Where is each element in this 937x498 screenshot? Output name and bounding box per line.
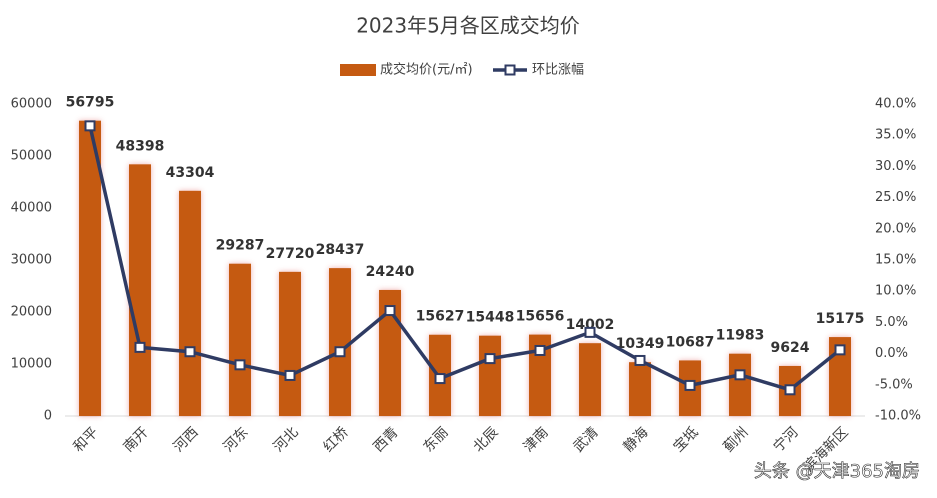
bar xyxy=(179,190,201,416)
y2-tick-label: 0.0% xyxy=(875,346,908,361)
data-label: 11983 xyxy=(716,328,765,344)
y2-tick-label: -5.0% xyxy=(875,377,913,392)
data-label: 15175 xyxy=(816,311,865,327)
legend-swatch xyxy=(340,64,376,76)
data-label: 15448 xyxy=(466,310,515,326)
y-tick-label: 30000 xyxy=(11,253,52,268)
data-label: 56795 xyxy=(66,95,115,111)
line-marker xyxy=(784,384,796,396)
line xyxy=(88,125,842,392)
y-tick-label: 50000 xyxy=(11,149,52,164)
legend-label: 环比涨幅 xyxy=(532,63,584,78)
watermark: 头条 @天津365淘房 xyxy=(754,461,920,482)
y-tick-label: 40000 xyxy=(11,201,52,216)
y2-tick-label: 10.0% xyxy=(875,284,916,299)
data-label: 27720 xyxy=(266,246,315,262)
y-tick-label: 10000 xyxy=(11,357,52,372)
bar xyxy=(829,337,851,416)
data-label: 29287 xyxy=(216,238,265,254)
bar xyxy=(629,362,651,416)
bar xyxy=(479,335,501,416)
y2-tick-label: 20.0% xyxy=(875,221,916,236)
data-label: 28437 xyxy=(316,242,365,258)
y-tick-label: 60000 xyxy=(11,97,52,112)
line-marker xyxy=(484,353,496,365)
line-marker xyxy=(634,354,646,366)
y-tick-label: 0 xyxy=(44,409,52,424)
chart-title: 2023年5月各区成交均价 xyxy=(356,14,580,38)
data-label: 15656 xyxy=(516,309,565,325)
data-label: 9624 xyxy=(771,340,810,356)
line-marker xyxy=(534,344,546,356)
line-marker xyxy=(184,346,196,358)
y2-tick-label: 35.0% xyxy=(875,128,916,143)
data-label: 48398 xyxy=(116,138,165,154)
bar xyxy=(129,164,151,416)
bar xyxy=(79,120,101,416)
bar xyxy=(579,343,601,416)
y2-tick-label: 30.0% xyxy=(875,159,916,174)
line-marker xyxy=(584,326,596,338)
y2-tick-label: 15.0% xyxy=(875,253,916,268)
bar xyxy=(379,289,401,416)
legend-label: 成交均价(元/㎡) xyxy=(380,62,473,78)
data-label: 10349 xyxy=(616,336,665,352)
data-label: 15627 xyxy=(416,309,465,325)
data-label: 10687 xyxy=(666,334,715,350)
bar xyxy=(729,353,751,416)
line-marker xyxy=(834,344,846,356)
line-marker xyxy=(434,373,446,385)
legend-marker xyxy=(504,64,516,76)
line-marker xyxy=(234,359,246,371)
line-marker xyxy=(334,346,346,358)
bar xyxy=(229,263,251,416)
bar xyxy=(279,271,301,416)
data-label: 24240 xyxy=(366,264,415,280)
line-marker xyxy=(84,120,96,132)
y2-tick-label: -10.0% xyxy=(875,409,921,424)
y-tick-label: 20000 xyxy=(11,305,52,320)
data-label: 43304 xyxy=(166,165,215,181)
line-marker xyxy=(284,369,296,381)
line-marker xyxy=(734,369,746,381)
line-marker xyxy=(684,379,696,391)
y2-tick-label: 40.0% xyxy=(875,97,916,112)
y2-tick-label: 5.0% xyxy=(875,315,908,330)
y2-tick-label: 25.0% xyxy=(875,190,916,205)
line-marker xyxy=(134,341,146,353)
data-label: 14002 xyxy=(566,317,615,333)
bar xyxy=(329,268,351,416)
line-marker xyxy=(384,305,396,317)
